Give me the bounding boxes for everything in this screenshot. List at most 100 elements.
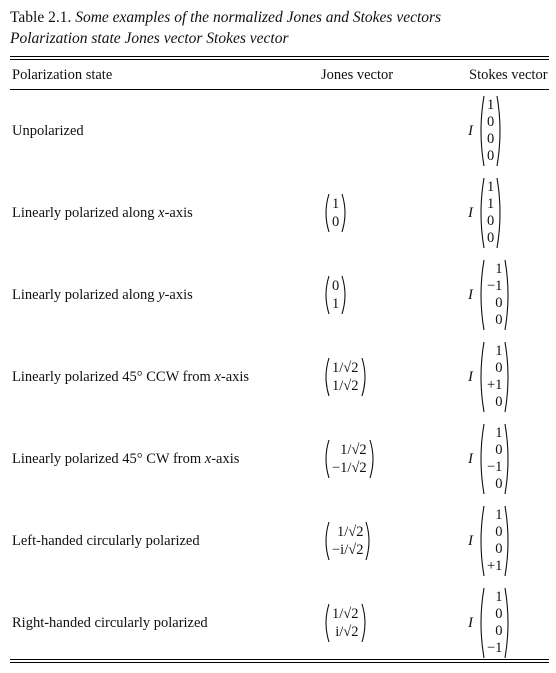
stokes-vector: I 1 0 +1 0 <box>468 336 512 418</box>
vector-entry: 1/√2 <box>332 378 359 394</box>
vector-entry: 0 <box>487 131 495 147</box>
vector-entry: 0 <box>495 623 503 639</box>
vector-entry: 1 <box>332 196 340 212</box>
polarization-state-cell: Linearly polarized along y -axis <box>12 254 193 336</box>
intensity-symbol: I <box>468 122 473 139</box>
right-paren <box>369 439 374 479</box>
vector-entry: 1 <box>495 589 503 605</box>
stokes-vector: I 1 0 0 +1 <box>468 500 512 582</box>
top-rule-2 <box>10 59 549 60</box>
right-paren <box>341 193 346 233</box>
state-axis-variable: x <box>158 204 165 221</box>
state-text: Unpolarized <box>12 122 84 139</box>
vector-entry: 0 <box>495 541 503 557</box>
vector-entry: i/√2 <box>335 624 359 640</box>
stokes-vector: I 1 0 −1 0 <box>468 418 512 500</box>
stokes-vector: I 1 0 0 −1 <box>468 582 512 664</box>
jones-vector: 1/√2 −1/√2 <box>322 418 377 500</box>
right-paren <box>504 505 509 577</box>
right-paren <box>504 259 509 331</box>
vector-entry: 0 <box>487 230 495 246</box>
vector-entry: 0 <box>495 360 503 376</box>
vector-entry: 1 <box>495 343 503 359</box>
vector-entry: −i/√2 <box>332 542 364 558</box>
left-paren <box>480 423 485 495</box>
vector-entry: 0 <box>495 442 503 458</box>
right-paren <box>360 357 366 397</box>
state-text: Left-handed circularly polarized <box>12 532 200 549</box>
vector-entry: 0 <box>487 114 495 130</box>
right-paren <box>365 521 371 561</box>
polarization-state-cell: Linearly polarized 45° CW from x -axis <box>12 418 239 500</box>
table-title: Some examples of the normalized Jones an… <box>75 9 442 26</box>
right-paren <box>504 341 509 413</box>
left-paren <box>325 357 330 397</box>
vector-entry: 1 <box>495 425 503 441</box>
right-paren <box>496 177 501 249</box>
jones-vector: 1/√2 −i/√2 <box>322 500 373 582</box>
left-paren <box>325 193 330 233</box>
left-paren <box>325 521 330 561</box>
left-paren <box>325 439 330 479</box>
vector-entry: +1 <box>487 377 503 393</box>
header-polarization-state: Polarization state <box>12 67 113 83</box>
vector-entry: 0 <box>495 476 503 492</box>
left-paren <box>325 275 330 315</box>
table-row: Linearly polarized along x -axis 1 0 I 1 1 0 0 <box>0 172 556 254</box>
state-text: Linearly polarized 45° CCW from <box>12 368 215 385</box>
vector-entry: 0 <box>487 148 495 164</box>
state-text-suffix: -axis <box>220 368 250 385</box>
vector-entry: 1/√2 <box>340 442 367 458</box>
vector-entry: −1/√2 <box>332 460 367 476</box>
left-paren <box>325 603 330 643</box>
intensity-symbol: I <box>468 532 473 549</box>
state-text-suffix: -axis <box>164 204 193 221</box>
state-text: Linearly polarized along <box>12 286 159 303</box>
right-paren <box>360 603 366 643</box>
vector-entry: 0 <box>495 606 503 622</box>
jones-vector: 1/√2 i/√2 <box>322 582 369 664</box>
left-paren <box>480 259 485 331</box>
table-row: Linearly polarized along y -axis 0 1 I 1 −1 0 0 <box>0 254 556 336</box>
left-paren <box>480 177 485 249</box>
table-row: Linearly polarized 45° CW from x -axis 1/√… <box>0 418 556 500</box>
state-text-suffix: -axis <box>164 286 193 303</box>
state-text: Right-handed circularly polarized <box>12 614 208 631</box>
intensity-symbol: I <box>468 450 473 467</box>
vector-entry: 0 <box>495 394 503 410</box>
vector-entry: 1 <box>487 97 495 113</box>
bottom-rule-2 <box>10 662 549 663</box>
state-axis-variable: x <box>214 368 221 385</box>
left-paren <box>480 95 485 167</box>
polarization-state-cell: Right-handed circularly polarized <box>12 582 208 664</box>
intensity-symbol: I <box>468 204 473 221</box>
vector-entry: 1/√2 <box>332 360 359 376</box>
vector-entry: 0 <box>495 295 503 311</box>
table-row: Left-handed circularly polarized 1/√2 −i/√… <box>0 500 556 582</box>
state-axis-variable: y <box>158 286 165 303</box>
left-paren <box>480 587 485 659</box>
right-paren <box>504 587 509 659</box>
vector-entry: 1 <box>487 196 495 212</box>
polarization-state-cell: Unpolarized <box>12 90 84 172</box>
header-rule <box>10 89 549 90</box>
table-subtitle: Polarization state Jones vector Stokes v… <box>10 30 289 47</box>
vector-entry: 1 <box>332 296 340 312</box>
stokes-vector: I 1 −1 0 0 <box>468 254 512 336</box>
right-paren <box>496 95 501 167</box>
table-row: Right-handed circularly polarized 1/√2 i/√… <box>0 582 556 664</box>
header-jones-vector: Jones vector <box>321 67 394 83</box>
vector-entry: 0 <box>332 278 340 294</box>
vector-entry: 0 <box>332 214 340 230</box>
header-stokes-vector: Stokes vector <box>469 67 548 83</box>
top-rule-1 <box>10 56 549 57</box>
vector-entry: −1 <box>487 640 503 656</box>
polarization-state-cell: Left-handed circularly polarized <box>12 500 200 582</box>
right-paren <box>504 423 509 495</box>
polarization-state-cell: Linearly polarized along x -axis <box>12 172 193 254</box>
polarization-state-cell: Linearly polarized 45° CCW from x -axis <box>12 336 249 418</box>
